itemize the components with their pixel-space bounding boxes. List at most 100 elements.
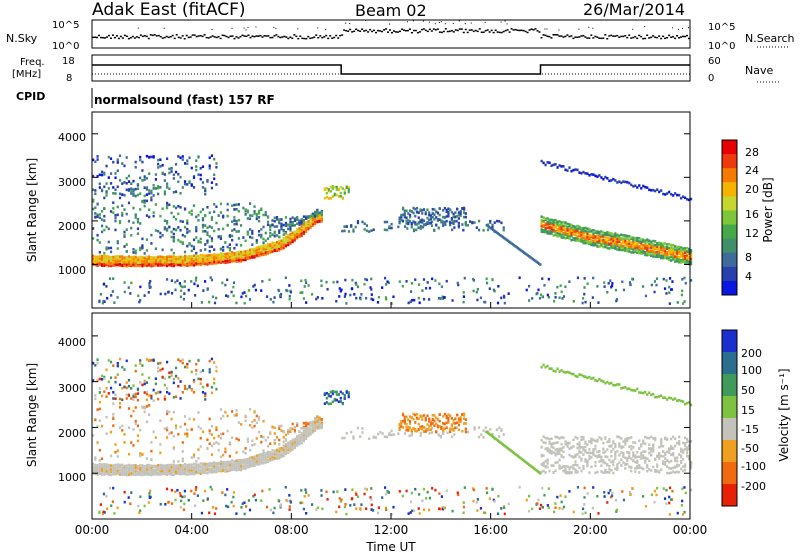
power-cell (148, 259, 151, 263)
power-cell (596, 230, 599, 233)
power-cell (252, 285, 255, 288)
velocity-cell (152, 388, 155, 392)
noise-point (241, 34, 244, 37)
velocity-cell (323, 402, 326, 405)
power-cell (489, 226, 492, 230)
power-cell (174, 259, 178, 262)
velocity-cell (188, 463, 191, 467)
noise-point (173, 37, 176, 40)
velocity-cell (96, 466, 99, 470)
power-cell (273, 234, 276, 238)
velocity-cell (429, 428, 433, 431)
power-cell (116, 185, 119, 189)
velocity-cell (260, 435, 263, 438)
velocity-cell (132, 465, 135, 469)
velocity-cell (329, 390, 332, 394)
velocity-cell (102, 510, 105, 514)
power-cell (100, 258, 104, 261)
power-cell (641, 285, 645, 288)
noise-point (626, 36, 629, 39)
velocity-cell (594, 439, 597, 443)
velocity-cell (442, 429, 445, 432)
power-cell (127, 201, 131, 205)
power-cell (262, 247, 265, 251)
noise-point (99, 36, 102, 39)
power-cell (428, 213, 431, 217)
noise-point (211, 35, 214, 37)
power-cell (672, 250, 675, 253)
power-cell (624, 239, 627, 242)
power-cell (188, 255, 191, 258)
velocity-cell (586, 451, 589, 455)
noise-point (271, 36, 274, 39)
power-cell (174, 255, 178, 259)
power-cell (300, 222, 303, 225)
velocity-cell (668, 495, 671, 499)
power-cell (134, 264, 137, 268)
power-cell (419, 227, 422, 230)
power-cell (226, 295, 230, 298)
power-cell (453, 226, 456, 229)
power-cell (204, 189, 207, 193)
power-cell (304, 278, 307, 282)
power-cell (125, 250, 128, 253)
velocity-cell (210, 424, 214, 428)
power-cell (429, 217, 433, 221)
power-cell (472, 289, 475, 293)
power-cell (113, 301, 116, 304)
noise-point (347, 30, 350, 33)
velocity-cell (304, 488, 307, 492)
noise-point (566, 34, 569, 36)
power-cell (614, 242, 617, 245)
velocity-cell (300, 489, 303, 492)
power-cell (550, 226, 553, 230)
velocity-cell (121, 471, 124, 475)
velocity-cell (284, 444, 288, 448)
noise-search-point (688, 27, 690, 29)
power-cell (493, 289, 496, 293)
noise-point (199, 34, 202, 37)
power-cell (508, 240, 511, 244)
velocity-cell (554, 461, 557, 464)
power-cell (307, 227, 310, 231)
velocity-cell (107, 380, 110, 384)
power-cell (489, 219, 492, 223)
velocity-cell (525, 498, 528, 502)
noise-point (139, 34, 142, 36)
velocity-cell (186, 387, 189, 391)
noise-point (159, 35, 162, 38)
noise-search-point (389, 23, 391, 25)
velocity-cell (560, 369, 563, 372)
power-cell (501, 235, 505, 239)
velocity-cell (528, 463, 531, 467)
power-cell (190, 280, 193, 283)
velocity-cell (174, 366, 178, 370)
power-cell (139, 258, 142, 261)
power-cell (293, 224, 297, 227)
noise-point (678, 36, 681, 39)
power-cell (355, 296, 358, 300)
velocity-cell (445, 421, 448, 425)
velocity-cell (114, 450, 117, 454)
noise-point (117, 37, 120, 40)
power-cell (172, 215, 175, 219)
velocity-cell (215, 507, 218, 510)
velocity-cell (235, 461, 238, 465)
power-cell (546, 224, 549, 228)
power-cell (181, 158, 184, 161)
velocity-cell (338, 505, 341, 509)
power-cell (244, 250, 247, 253)
power-cell (255, 254, 258, 258)
velocity-cell (584, 449, 587, 452)
velocity-cell (179, 465, 182, 469)
power-cell (105, 256, 108, 260)
velocity-cell (224, 467, 227, 471)
power-cell (206, 233, 209, 236)
velocity-cell (177, 432, 180, 436)
noise-point (121, 37, 124, 39)
power-cell (578, 234, 581, 238)
power-cell (154, 173, 157, 176)
velocity-cell (192, 379, 196, 382)
power-cell (538, 262, 541, 265)
velocity-cell (172, 447, 175, 451)
